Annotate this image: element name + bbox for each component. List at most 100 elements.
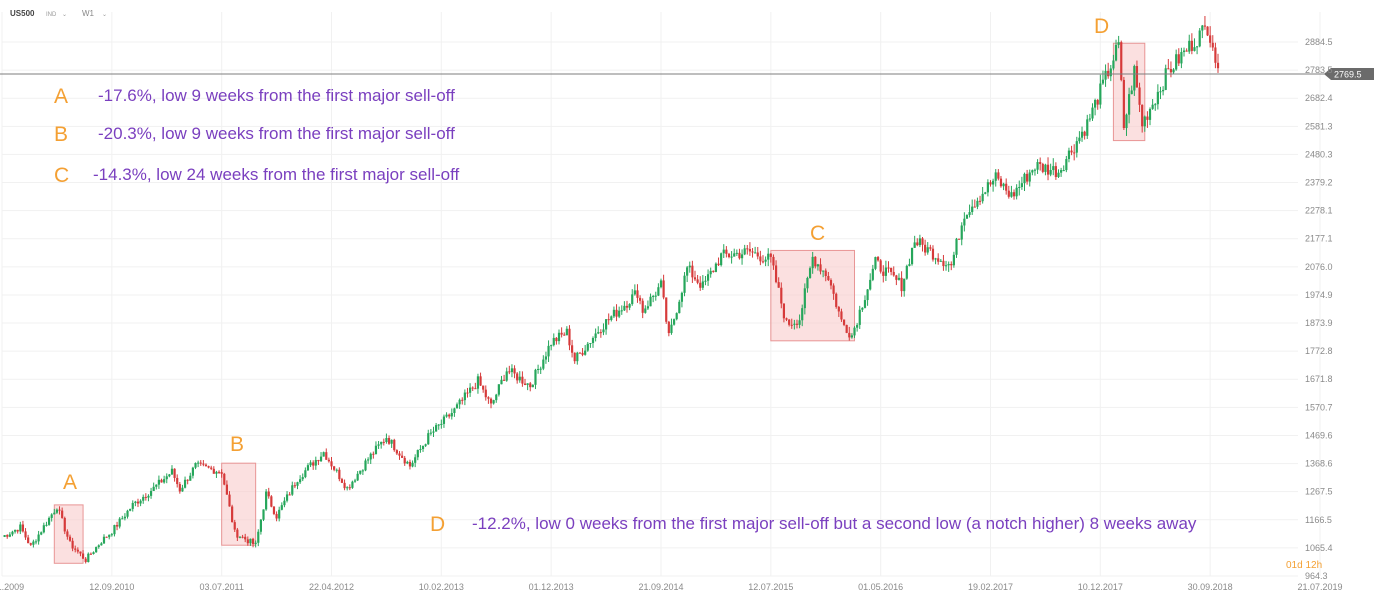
candle-body bbox=[202, 463, 205, 465]
candle-body bbox=[408, 461, 412, 467]
annotation-text-d: -12.2%, low 0 weeks from the first major… bbox=[472, 514, 1197, 533]
candle-body bbox=[367, 459, 370, 461]
candle-body bbox=[340, 479, 344, 483]
candle-body bbox=[1169, 68, 1173, 73]
candle-body bbox=[900, 277, 903, 292]
candle-body bbox=[1201, 25, 1204, 31]
candle-body bbox=[523, 383, 527, 385]
x-tick-label: 01.12.2013 bbox=[529, 582, 574, 592]
candle-body bbox=[610, 316, 613, 320]
candle-body bbox=[1067, 150, 1071, 160]
candle-body bbox=[973, 206, 976, 208]
candle-body bbox=[764, 259, 767, 262]
candle-body bbox=[709, 270, 712, 275]
candle-body bbox=[636, 290, 639, 298]
candle-body bbox=[95, 547, 98, 553]
candle-body bbox=[453, 408, 456, 414]
candle-body bbox=[191, 467, 195, 476]
candle-body bbox=[382, 441, 385, 443]
candle-body bbox=[364, 460, 367, 471]
x-tick-label: 30.09.2018 bbox=[1188, 582, 1233, 592]
candle-body bbox=[869, 279, 872, 290]
candle-body bbox=[853, 327, 856, 336]
candle-body bbox=[1031, 170, 1034, 173]
candle-body bbox=[550, 345, 553, 347]
candle-body bbox=[882, 271, 885, 276]
candle-body bbox=[71, 540, 74, 549]
candle-body bbox=[937, 258, 940, 262]
candle-body bbox=[516, 373, 519, 381]
timeframe-label[interactable]: W1 bbox=[82, 9, 95, 18]
candle-body bbox=[678, 301, 681, 314]
candle-body bbox=[131, 502, 134, 509]
candle-body bbox=[646, 306, 650, 309]
x-tick-label: 03.07.2011 bbox=[199, 582, 243, 592]
candle-body bbox=[217, 471, 221, 473]
candle-body bbox=[1026, 173, 1029, 182]
candle-body bbox=[1028, 172, 1031, 182]
candle-body bbox=[1020, 183, 1023, 187]
candle-body bbox=[871, 268, 874, 280]
y-tick-label: 1368.6 bbox=[1305, 459, 1333, 469]
candle-body bbox=[563, 334, 566, 336]
symbol-label[interactable]: US500 bbox=[10, 9, 35, 18]
candle-body bbox=[780, 287, 783, 304]
candle-body bbox=[1203, 25, 1207, 27]
candle-body bbox=[312, 462, 315, 466]
candle-body bbox=[306, 465, 310, 471]
candle-body bbox=[1125, 114, 1128, 129]
candle-body bbox=[301, 477, 304, 480]
candle-body bbox=[1180, 52, 1183, 64]
candle-body bbox=[155, 484, 158, 487]
candle-body bbox=[1109, 68, 1112, 77]
candle-body bbox=[126, 510, 129, 517]
candle-body bbox=[978, 200, 982, 202]
candle-body bbox=[1044, 164, 1047, 172]
candle-body bbox=[432, 431, 435, 433]
candle-body bbox=[16, 529, 19, 532]
candle-body bbox=[829, 280, 833, 286]
timeframe-dropdown-icon[interactable]: ⌄ bbox=[102, 12, 107, 18]
candle-body bbox=[730, 256, 733, 258]
y-tick-label: 1873.9 bbox=[1305, 318, 1333, 328]
candle-body bbox=[210, 467, 213, 469]
candle-body bbox=[837, 306, 840, 312]
candle-body bbox=[19, 524, 22, 532]
candle-body bbox=[584, 350, 587, 355]
candle-body bbox=[620, 310, 623, 312]
candle-body bbox=[299, 479, 302, 483]
y-tick-label: 2581.3 bbox=[1305, 121, 1333, 131]
candle-body bbox=[474, 388, 477, 390]
candle-body bbox=[92, 552, 95, 554]
candle-body bbox=[850, 335, 854, 338]
annotation-text-b: -20.3%, low 9 weeks from the first major… bbox=[98, 124, 455, 143]
candle-body bbox=[931, 248, 935, 260]
candle-body bbox=[89, 553, 93, 555]
candle-body bbox=[701, 281, 704, 288]
candle-body bbox=[27, 537, 30, 544]
candle-body bbox=[204, 464, 208, 467]
candle-body bbox=[910, 247, 914, 265]
symbol-dropdown-icon[interactable]: ⌄ bbox=[62, 12, 67, 18]
y-tick-label: 1570.7 bbox=[1305, 402, 1333, 412]
candle-body bbox=[751, 251, 754, 253]
candle-body bbox=[440, 423, 443, 425]
candle-body bbox=[21, 524, 25, 532]
candle-body bbox=[1216, 62, 1220, 69]
candle-body bbox=[207, 466, 210, 468]
y-tick-label: 1469.6 bbox=[1305, 430, 1333, 440]
candle-body bbox=[466, 392, 469, 394]
candle-body bbox=[327, 459, 330, 462]
candle-body bbox=[395, 450, 398, 454]
candle-body bbox=[463, 392, 466, 401]
x-tick-label: 10.12.2017 bbox=[1078, 582, 1123, 592]
candle-body bbox=[542, 359, 545, 369]
candle-body bbox=[733, 253, 736, 257]
candle-body bbox=[406, 461, 409, 464]
candle-body bbox=[348, 487, 351, 489]
candle-body bbox=[29, 543, 32, 545]
candle-body bbox=[743, 248, 746, 255]
candle-body bbox=[699, 282, 702, 288]
candle-body bbox=[361, 470, 364, 472]
